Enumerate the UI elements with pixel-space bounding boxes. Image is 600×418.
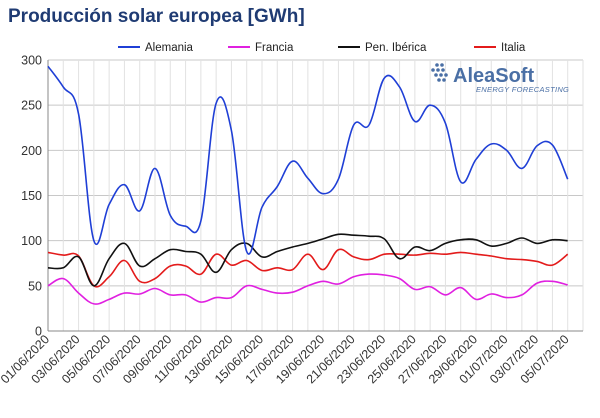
- grid-lines: [47, 59, 584, 332]
- logo-dot: [440, 63, 444, 67]
- logo-dot: [434, 73, 438, 77]
- logo-dot: [439, 73, 443, 77]
- series-line-italia: [47, 248, 569, 288]
- axes: 05010015020025030001/06/202003/06/202005…: [0, 54, 583, 386]
- logo-dot: [436, 68, 440, 72]
- legend-label-pen-ib-rica: Pen. Ibérica: [365, 42, 427, 54]
- legend: Alemania Francia Pen. Ibérica Italia: [118, 42, 526, 54]
- logo-mark-icon: [431, 63, 448, 82]
- y-tick-label: 150: [21, 189, 42, 203]
- y-tick-label: 300: [21, 54, 42, 68]
- logo-dot: [437, 78, 441, 82]
- series-line-francia: [47, 273, 568, 305]
- y-tick-label: 0: [35, 325, 42, 339]
- legend-label-francia: Francia: [255, 42, 294, 54]
- series-lines: [47, 65, 569, 305]
- logo-dot: [435, 63, 439, 67]
- series-line-pen-ib-rica: [47, 233, 568, 287]
- legend-label-italia: Italia: [501, 42, 526, 54]
- chart-title: Producción solar europea [GWh]: [8, 6, 305, 27]
- logo-dot: [441, 68, 445, 72]
- logo-tagline: ENERGY FORECASTING: [476, 85, 569, 94]
- logo-dot: [444, 73, 448, 77]
- y-tick-label: 250: [21, 99, 42, 113]
- logo-name: AleaSoft: [453, 65, 534, 87]
- series-line-alemania: [47, 65, 569, 255]
- logo-dot: [431, 68, 435, 72]
- y-tick-label: 50: [28, 279, 42, 293]
- logo-dot: [442, 78, 446, 82]
- aleasoft-logo: AleaSoft ENERGY FORECASTING: [431, 63, 569, 94]
- legend-label-alemania: Alemania: [145, 42, 194, 54]
- y-tick-label: 200: [21, 144, 42, 158]
- y-tick-label: 100: [21, 234, 42, 248]
